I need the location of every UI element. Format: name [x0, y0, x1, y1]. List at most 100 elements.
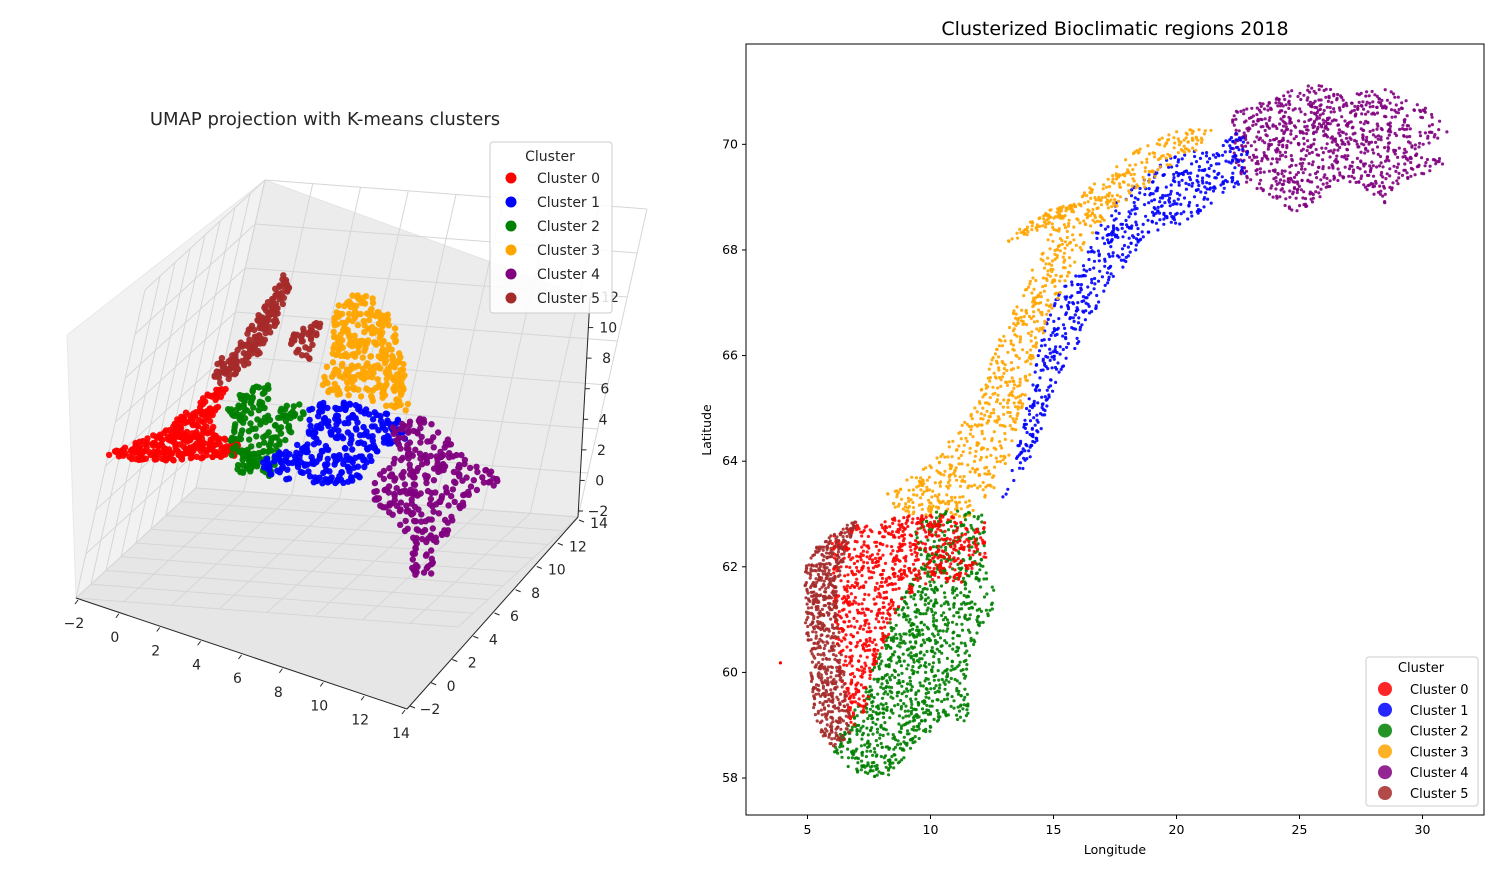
umap-point-cluster-1: [284, 466, 291, 473]
map-point-cluster-1: [1103, 283, 1107, 287]
umap-point-cluster-1: [345, 464, 352, 472]
map-point-cluster-2: [871, 704, 875, 708]
map-point-cluster-4: [1371, 133, 1375, 137]
umap-point-cluster-5: [262, 307, 270, 314]
map-point-cluster-3: [968, 451, 972, 455]
map-point-cluster-4: [1423, 106, 1427, 110]
map-point-cluster-3: [972, 459, 977, 463]
map-point-cluster-3: [1089, 196, 1093, 200]
umap-point-cluster-3: [383, 375, 390, 382]
map-point-cluster-2: [919, 684, 923, 688]
map-point-cluster-4: [1246, 141, 1250, 145]
map-point-cluster-3: [977, 400, 982, 404]
map-point-cluster-3: [1163, 144, 1167, 148]
map-point-cluster-2: [928, 681, 932, 686]
map-point-cluster-1: [1182, 210, 1186, 214]
map-point-cluster-3: [1013, 333, 1017, 337]
map-point-cluster-3: [1049, 208, 1053, 212]
umap-point-cluster-3: [393, 381, 401, 388]
map-point-cluster-3: [981, 488, 985, 492]
map-point-cluster-2: [926, 574, 930, 578]
map-point-cluster-4: [1384, 177, 1388, 181]
map-point-cluster-1: [1049, 378, 1053, 382]
umap-point-cluster-3: [361, 347, 368, 355]
umap-point-cluster-0: [194, 445, 201, 452]
map-point-cluster-4: [1336, 148, 1340, 152]
map-point-cluster-4: [1370, 160, 1374, 164]
map-point-cluster-3: [1003, 461, 1007, 466]
map-point-cluster-1: [1103, 264, 1107, 268]
map-point-cluster-1: [1133, 204, 1137, 208]
map-point-cluster-3: [1114, 172, 1118, 176]
map-point-cluster-4: [1322, 121, 1326, 126]
map-point-cluster-2: [864, 690, 868, 694]
map-point-cluster-4: [1306, 88, 1310, 92]
map-point-cluster-4: [1434, 162, 1438, 166]
map-point-cluster-3: [1032, 287, 1036, 291]
map-point-cluster-1: [1240, 168, 1244, 172]
umap-point-cluster-5: [262, 329, 269, 337]
map-point-cluster-2: [853, 708, 857, 712]
map-point-cluster-4: [1370, 89, 1374, 94]
map-point-cluster-4: [1332, 110, 1336, 114]
map-point-cluster-3: [1106, 177, 1110, 181]
map-point-cluster-4: [1367, 173, 1371, 177]
map-point-cluster-1: [1202, 205, 1206, 209]
map-point-cluster-3: [1035, 319, 1039, 323]
map-point-cluster-2: [902, 632, 906, 636]
map-point-cluster-2: [982, 530, 987, 534]
umap-point-cluster-1: [383, 410, 391, 418]
map-point-cluster-4: [1290, 158, 1294, 163]
umap-point-cluster-3: [355, 362, 362, 370]
map-point-cluster-4: [1297, 119, 1301, 123]
map-point-cluster-4: [1383, 88, 1387, 92]
map-point-cluster-2: [945, 697, 950, 701]
map-point-cluster-4: [1281, 138, 1285, 142]
map-point-cluster-3: [1063, 279, 1067, 283]
umap-y-tick-label: 2: [468, 656, 477, 672]
map-point-cluster-4: [1392, 148, 1396, 152]
map-point-cluster-1: [1203, 196, 1207, 200]
umap-point-cluster-3: [350, 386, 358, 393]
map-point-cluster-1: [1058, 352, 1062, 356]
umap-point-cluster-3: [351, 332, 358, 339]
map-point-cluster-2: [890, 685, 894, 690]
umap-point-cluster-3: [367, 353, 374, 360]
map-point-cluster-3: [968, 470, 972, 474]
map-point-cluster-2: [963, 613, 967, 617]
map-point-cluster-2: [932, 678, 936, 682]
umap-point-cluster-3: [355, 349, 362, 356]
map-point-cluster-3: [991, 392, 995, 396]
map-point-cluster-3: [925, 488, 929, 493]
umap-point-cluster-2: [243, 465, 251, 472]
umap-point-cluster-4: [428, 547, 435, 554]
map-point-cluster-2: [839, 750, 843, 754]
umap-point-cluster-4: [486, 478, 494, 485]
map-point-cluster-1: [1040, 338, 1044, 342]
map-point-cluster-4: [1375, 122, 1379, 126]
map-point-cluster-1: [1027, 449, 1031, 453]
map-point-cluster-3: [936, 495, 940, 499]
map-point-cluster-2: [990, 585, 994, 589]
map-point-cluster-1: [1205, 151, 1209, 155]
umap-point-cluster-3: [357, 310, 364, 318]
map-point-cluster-3: [1062, 251, 1066, 255]
map-point-cluster-1: [1051, 331, 1055, 335]
umap-point-cluster-0: [158, 455, 166, 462]
umap-point-cluster-3: [332, 366, 339, 373]
map-point-cluster-3: [973, 483, 977, 487]
map-point-cluster-4: [1275, 157, 1279, 161]
map-point-cluster-2: [958, 704, 963, 708]
map-point-cluster-4: [1436, 136, 1440, 140]
umap-point-cluster-3: [369, 295, 376, 302]
map-point-cluster-4: [1352, 108, 1356, 112]
map-point-cluster-4: [1267, 192, 1272, 196]
map-point-cluster-2: [968, 536, 972, 541]
map-point-cluster-4: [1326, 121, 1330, 125]
map-point-cluster-2: [897, 678, 901, 683]
map-point-cluster-2: [923, 641, 927, 645]
map-point-cluster-4: [1321, 158, 1325, 162]
map-point-cluster-1: [1049, 333, 1053, 337]
map-point-cluster-1: [1161, 196, 1165, 200]
map-point-cluster-4: [1274, 101, 1278, 105]
